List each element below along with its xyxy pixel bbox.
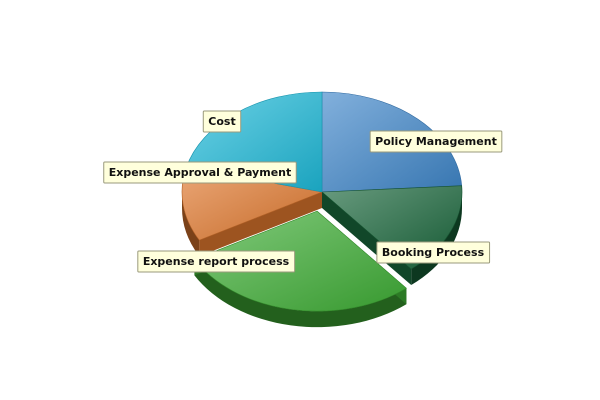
slice-side-expense-report-process xyxy=(194,259,407,328)
label-text-policy-management: Policy Management xyxy=(375,135,497,148)
label-expense-approval-payment: Expense Approval & Payment xyxy=(103,161,297,184)
label-text-booking-process: Booking Process xyxy=(382,246,485,259)
label-expense-report-process: Expense report process xyxy=(137,250,296,273)
label-text-cost: Cost xyxy=(208,115,235,128)
pie-labels: Policy Management Booking Process Expense … xyxy=(103,110,503,273)
slice-edge-expense-approval-payment-1 xyxy=(199,192,322,257)
label-cost: Cost xyxy=(202,110,242,133)
slice-side-expense-approval-payment xyxy=(182,192,200,257)
label-booking-process: Booking Process xyxy=(376,241,491,264)
label-text-expense-approval-payment: Expense Approval & Payment xyxy=(109,166,292,179)
label-policy-management: Policy Management xyxy=(369,130,503,153)
label-text-expense-report-process: Expense report process xyxy=(143,255,290,268)
slice-expense-report-process[interactable] xyxy=(193,210,407,312)
